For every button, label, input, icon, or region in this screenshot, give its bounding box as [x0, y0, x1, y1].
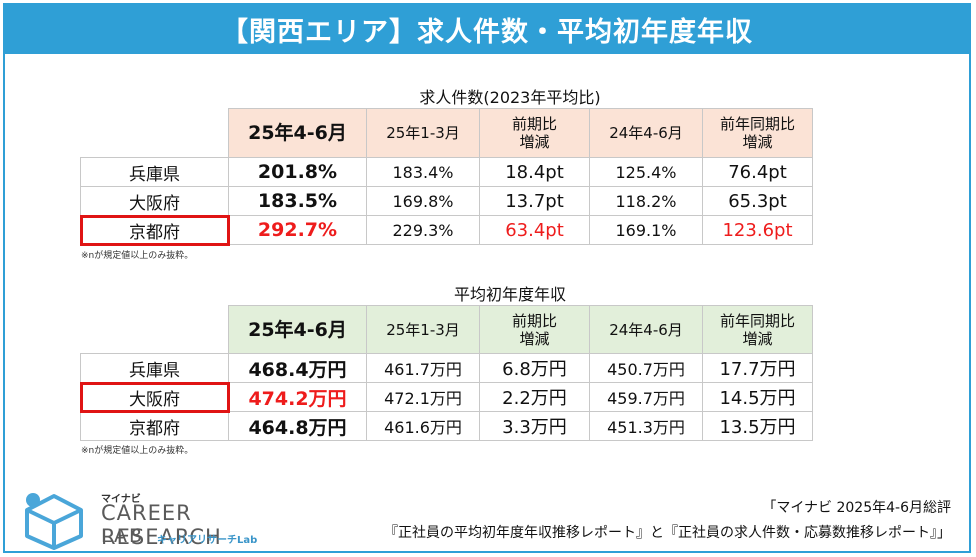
value-cell: 65.3pt: [702, 186, 813, 216]
header-cell: 前期比 増減: [479, 108, 590, 158]
table-row: 大阪府 474.2万円 472.1万円 2.2万円 459.7万円 14.5万円: [79, 381, 813, 413]
value-cell: 472.1万円: [366, 382, 480, 412]
value-cell: 14.5万円: [702, 382, 813, 412]
value-cell-highlighted: 63.4pt: [479, 215, 590, 245]
career-research-lab-logo: マイナビ CAREER RESEARCH LAB キャリアリサーチLab: [19, 490, 289, 550]
header-cell: 前年同期比 増減: [702, 305, 813, 354]
value-cell: 13.5万円: [702, 411, 813, 441]
source-line2: 『正社員の平均初年度年収推移レポート』と『正社員の求人件数・応募数推移レポート』…: [384, 525, 951, 541]
value-cell: 464.8万円: [228, 411, 367, 441]
header-cell: 25年1-3月: [366, 305, 480, 354]
job-count-table: 25年4-6月 25年1-3月 前期比 増減 24年4-6月 前年同期比 増減 …: [79, 108, 813, 246]
value-cell: 459.7万円: [589, 382, 703, 412]
value-cell: 169.8%: [366, 186, 480, 216]
value-cell: 6.8万円: [479, 353, 590, 383]
header-cell: 前期比 増減: [479, 305, 590, 354]
source-line1: 「マイナビ 2025年4-6月総評: [762, 500, 951, 516]
header-cell: 前年同期比 増減: [702, 108, 813, 158]
page-title: 【関西エリア】求人件数・平均初年度年収: [5, 5, 969, 54]
value-cell-highlighted: 474.2万円: [228, 382, 367, 412]
value-cell: 13.7pt: [479, 186, 590, 216]
logo-sub: キャリアリサーチLab: [157, 535, 258, 546]
value-cell: 468.4万円: [228, 353, 367, 383]
logo-line1: CAREER RESEARCH: [101, 501, 222, 549]
row-label-highlighted: 大阪府: [79, 381, 230, 413]
table1-caption: 求人件数(2023年平均比): [419, 88, 601, 107]
logo-brand: マイナビ: [101, 494, 141, 505]
value-cell: 17.7万円: [702, 353, 813, 383]
table1-note: ※nが規定値以上のみ抜粋。: [81, 251, 194, 261]
slide-frame: 【関西エリア】求人件数・平均初年度年収 求人件数(2023年平均比) 25年4-…: [3, 3, 971, 553]
row-label: 大阪府: [80, 186, 229, 216]
header-cell: 25年4-6月: [228, 108, 367, 158]
value-cell: 461.6万円: [366, 411, 480, 441]
table-row: 兵庫県 468.4万円 461.7万円 6.8万円 450.7万円 17.7万円: [80, 353, 813, 383]
value-cell: 3.3万円: [479, 411, 590, 441]
value-cell: 183.5%: [228, 186, 367, 216]
value-cell: 450.7万円: [589, 353, 703, 383]
value-cell: 76.4pt: [702, 157, 813, 187]
cube-logo-icon: [25, 493, 83, 550]
source-citation: 「マイナビ 2025年4-6月総評 『正社員の平均初年度年収推移レポート』と『正…: [384, 496, 951, 546]
value-cell: 18.4pt: [479, 157, 590, 187]
value-cell: 183.4%: [366, 157, 480, 187]
header-cell: 25年4-6月: [228, 305, 367, 354]
header-cell: 24年4-6月: [589, 305, 703, 354]
table2-note: ※nが規定値以上のみ抜粋。: [81, 446, 194, 456]
value-cell: 451.3万円: [589, 411, 703, 441]
value-cell: 125.4%: [589, 157, 703, 187]
value-cell: 169.1%: [589, 215, 703, 245]
table-row: 兵庫県 201.8% 183.4% 18.4pt 125.4% 76.4pt: [80, 157, 813, 187]
row-label: 兵庫県: [80, 353, 229, 383]
value-cell: 2.2万円: [479, 382, 590, 412]
table-row: 京都府 292.7% 229.3% 63.4pt 169.1% 123.6pt: [79, 214, 813, 246]
table2-caption: 平均初年度年収: [453, 285, 566, 304]
value-cell: 461.7万円: [366, 353, 480, 383]
header-cell: 24年4-6月: [589, 108, 703, 158]
row-label: 兵庫県: [80, 157, 229, 187]
header-cell: 25年1-3月: [366, 108, 480, 158]
row-label-highlighted: 京都府: [79, 214, 230, 246]
logo-line2: LAB: [101, 525, 145, 547]
value-cell-highlighted: 292.7%: [228, 215, 367, 245]
table-row: 大阪府 183.5% 169.8% 13.7pt 118.2% 65.3pt: [80, 186, 813, 216]
value-cell-highlighted: 123.6pt: [702, 215, 813, 245]
value-cell: 118.2%: [589, 186, 703, 216]
value-cell: 229.3%: [366, 215, 480, 245]
table-row: 京都府 464.8万円 461.6万円 3.3万円 451.3万円 13.5万円: [80, 411, 813, 441]
row-label: 京都府: [80, 411, 229, 441]
salary-table: 25年4-6月 25年1-3月 前期比 増減 24年4-6月 前年同期比 増減 …: [79, 305, 813, 441]
value-cell: 201.8%: [228, 157, 367, 187]
